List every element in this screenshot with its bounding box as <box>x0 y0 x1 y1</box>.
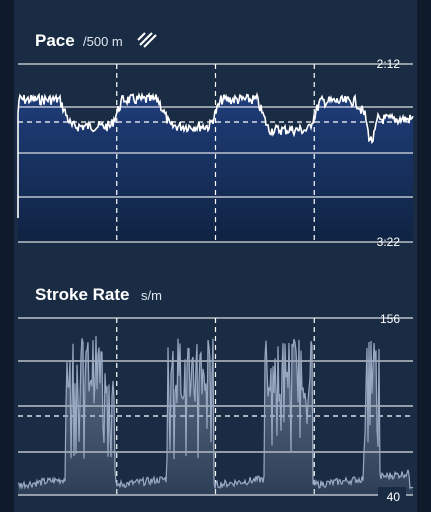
stroke-rate-title: Stroke Rate <box>35 285 129 304</box>
pace-tick-bottom: 3:22 <box>377 235 401 249</box>
pace-tick-top: 2:12 <box>377 57 401 71</box>
left-edge <box>0 0 14 512</box>
stroke-rate-area <box>18 335 413 495</box>
stroke-line <box>17 335 414 490</box>
pace-title: Pace <box>35 31 75 50</box>
swap-lines-icon[interactable] <box>137 32 157 48</box>
stroke-tick-bottom-bg <box>378 487 406 505</box>
right-edge <box>417 0 431 512</box>
stroke-tick-top: 156 <box>380 312 400 326</box>
stroke-tick-bottom: 40 <box>387 490 401 504</box>
pace-grid <box>18 63 413 243</box>
stroke-rate-unit: s/m <box>141 288 162 303</box>
pace-unit: /500 m <box>83 34 123 49</box>
pace-line <box>17 91 414 145</box>
stroke-rate-series-line <box>17 335 414 490</box>
stroke-area <box>18 335 413 495</box>
pace-series-line <box>17 91 414 218</box>
